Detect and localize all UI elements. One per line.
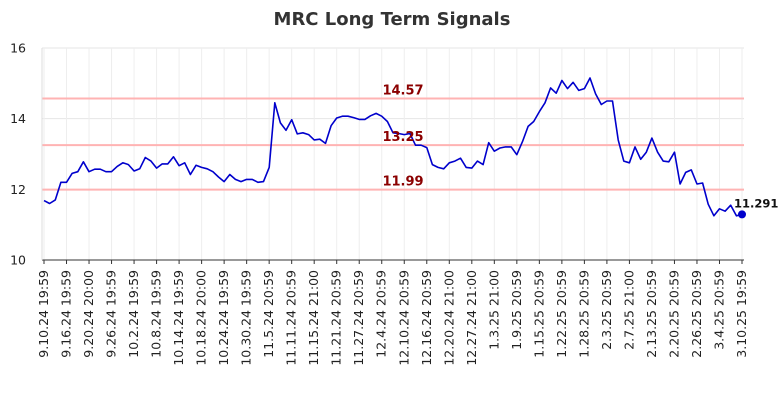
x-tick-label: 1.15.25 20:59 xyxy=(531,270,546,358)
last-value-marker: 11.291 xyxy=(734,196,778,219)
x-tick-label: 1.28.25 20:59 xyxy=(576,270,591,358)
x-tick-label: 2.20.25 20:59 xyxy=(666,270,681,358)
axes xyxy=(41,48,744,264)
last-point-dot xyxy=(738,210,746,219)
x-tick-label: 10.2.24 19:59 xyxy=(126,270,141,358)
x-tick-label: 1.22.25 20:59 xyxy=(554,270,569,358)
x-tick-label: 10.18.24 20:00 xyxy=(194,270,209,366)
x-tick-label: 3.10.25 19:59 xyxy=(734,270,749,358)
x-tick-label: 1.9.25 20:59 xyxy=(509,270,524,350)
y-tick-label: 16 xyxy=(10,41,26,56)
x-tick-label: 9.26.24 19:59 xyxy=(104,270,119,358)
reference-lines xyxy=(42,97,744,191)
y-tick-label: 14 xyxy=(10,111,26,126)
x-tick-label: 1.3.25 21:00 xyxy=(486,270,501,350)
reference-label: 13.25 xyxy=(382,130,423,145)
last-value-label: 11.291 xyxy=(734,196,778,210)
x-tick-label: 12.27.24 21:00 xyxy=(464,270,479,366)
y-tick-label: 12 xyxy=(10,182,26,197)
x-tick-label: 9.10.24 19:59 xyxy=(36,270,51,358)
chart-title: MRC Long Term Signals xyxy=(274,9,511,30)
x-tick-label: 12.16.24 20:59 xyxy=(419,270,434,366)
x-tick-label: 11.27.24 20:59 xyxy=(351,270,366,366)
x-tick-label: 10.14.24 19:59 xyxy=(171,270,186,366)
x-tick-label: 12.20.24 21:00 xyxy=(441,270,456,366)
x-tick-label: 11.21.24 20:59 xyxy=(329,270,344,366)
grid xyxy=(42,47,744,261)
x-tick-label: 10.30.24 19:59 xyxy=(239,270,254,366)
y-axis-ticks: 10 12 14 16 xyxy=(10,41,26,268)
x-tick-label: 10.24.24 19:59 xyxy=(216,270,231,366)
x-tick-label: 2.7.25 21:00 xyxy=(621,270,636,350)
reference-labels: 14.57 13.25 11.99 xyxy=(382,84,423,190)
series-line xyxy=(43,77,743,217)
x-tick-label: 11.11.24 20:59 xyxy=(284,270,299,366)
x-tick-label: 11.5.24 20:59 xyxy=(261,270,276,358)
x-tick-label: 9.20.24 20:00 xyxy=(81,270,96,358)
x-tick-label: 2.26.25 20:59 xyxy=(689,270,704,358)
x-axis-ticks: 9.10.24 19:59 9.16.24 19:59 9.20.24 20:00 9… xyxy=(36,270,749,366)
reference-label: 11.99 xyxy=(382,175,423,190)
x-tick-label: 12.10.24 20:59 xyxy=(396,270,411,366)
x-tick-label: 10.8.24 19:59 xyxy=(149,270,164,358)
x-tick-label: 2.3.25 20:59 xyxy=(599,270,614,350)
series xyxy=(43,77,743,217)
reference-label: 14.57 xyxy=(382,84,423,99)
x-tick-label: 3.4.25 20:59 xyxy=(711,270,726,350)
y-tick-label: 10 xyxy=(10,253,26,268)
x-tick-label: 2.13.25 20:59 xyxy=(644,270,659,358)
x-tick-label: 12.4.24 20:59 xyxy=(374,270,389,358)
x-tick-label: 11.15.24 21:00 xyxy=(306,270,321,366)
x-tick-label: 9.16.24 19:59 xyxy=(59,270,74,358)
